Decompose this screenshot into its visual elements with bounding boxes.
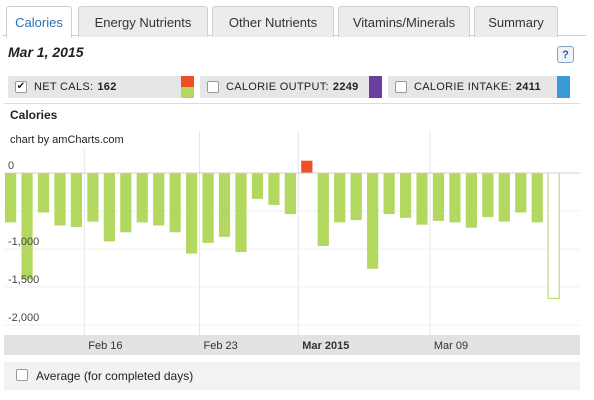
bar [284, 173, 296, 215]
y-tick-label: -1,000 [8, 236, 39, 248]
chart-title: Calories [10, 108, 58, 122]
legend-value: 162 [97, 81, 117, 93]
color-swatch [181, 76, 194, 87]
x-tick-label: Feb 16 [88, 340, 122, 352]
bar [515, 173, 527, 213]
tab-bar: Calories Energy Nutrients Other Nutrient… [2, 2, 586, 38]
bar [103, 173, 115, 242]
tab-calories[interactable]: Calories [6, 6, 72, 38]
bar [87, 173, 99, 222]
color-swatch [181, 87, 194, 98]
plot-area [4, 131, 580, 335]
bar [432, 173, 445, 221]
legend-net-cals[interactable]: ✔ NET CALS: 162 [8, 76, 194, 98]
bar [465, 173, 477, 228]
bar [186, 173, 198, 254]
average-checkbox[interactable] [16, 369, 28, 381]
date-header: Mar 1, 2015 ? [8, 40, 578, 68]
color-swatch [557, 76, 570, 98]
help-icon[interactable]: ? [557, 46, 574, 63]
calorie-chart[interactable]: 0 -1,000 -1,500 -2,000 Feb 16 Feb 23 Mar 2015 M… [4, 103, 580, 355]
x-tick-label: Mar 09 [434, 340, 468, 352]
x-tick-label: Feb 23 [203, 340, 237, 352]
bar [367, 173, 379, 269]
legend-label: CALORIE INTAKE: 2411 [414, 81, 541, 93]
tab-label: Vitamins/Minerals [352, 14, 456, 30]
tab-label: Other Nutrients [228, 14, 318, 30]
tab-label: Energy Nutrients [94, 14, 192, 30]
bar [547, 172, 560, 299]
bar [383, 173, 395, 215]
bar [54, 173, 66, 226]
y-tick-label: 0 [8, 160, 14, 172]
average-row: Average (for completed days) [4, 362, 580, 390]
bar [120, 173, 132, 233]
calorie-output-checkbox[interactable] [207, 81, 219, 93]
bar [235, 173, 247, 253]
bar [251, 173, 264, 199]
tab-energy-nutrients[interactable]: Energy Nutrients [78, 6, 208, 37]
bar [416, 173, 428, 225]
bar [21, 173, 33, 280]
bar [153, 173, 165, 226]
y-tick-label: -1,500 [8, 274, 39, 286]
legend-label: CALORIE OUTPUT: 2249 [226, 81, 359, 93]
x-tick-label: Mar 2015 [302, 340, 349, 352]
tab-label: Calories [15, 15, 63, 30]
bar [202, 173, 214, 243]
bar [5, 173, 17, 223]
bar [399, 173, 412, 218]
bar [169, 173, 181, 233]
bar [350, 173, 362, 221]
bar [498, 173, 510, 222]
legend-calorie-output[interactable]: CALORIE OUTPUT: 2249 [200, 76, 382, 98]
legend-calorie-intake[interactable]: CALORIE INTAKE: 2411 [388, 76, 570, 98]
legend-value: 2249 [332, 81, 359, 93]
bar [136, 173, 148, 223]
tab-label: Summary [488, 14, 544, 30]
calorie-intake-checkbox[interactable] [395, 81, 407, 93]
current-date: Mar 1, 2015 [8, 44, 84, 60]
tab-other-nutrients[interactable]: Other Nutrients [212, 6, 334, 37]
bar [317, 173, 329, 246]
tab-summary[interactable]: Summary [474, 6, 558, 37]
tab-vitamins-minerals[interactable]: Vitamins/Minerals [338, 6, 470, 37]
average-label: Average (for completed days) [36, 369, 194, 383]
bar [334, 173, 346, 223]
legend-value: 2411 [515, 81, 541, 93]
color-swatch [369, 76, 382, 98]
bar [37, 173, 50, 213]
bar [531, 173, 543, 223]
bar [301, 160, 313, 173]
x-axis-band [4, 335, 580, 355]
y-tick-label: -2,000 [8, 312, 39, 324]
legend-label: NET CALS: 162 [34, 81, 117, 93]
bar [268, 173, 280, 205]
bar [70, 173, 83, 227]
chart-credit-link[interactable]: chart by amCharts.com [6, 132, 128, 148]
chart-panel: Calories [4, 103, 580, 355]
net-cals-checkbox[interactable]: ✔ [15, 81, 27, 93]
bar [482, 173, 494, 218]
bar [449, 173, 461, 223]
bar [218, 173, 231, 237]
